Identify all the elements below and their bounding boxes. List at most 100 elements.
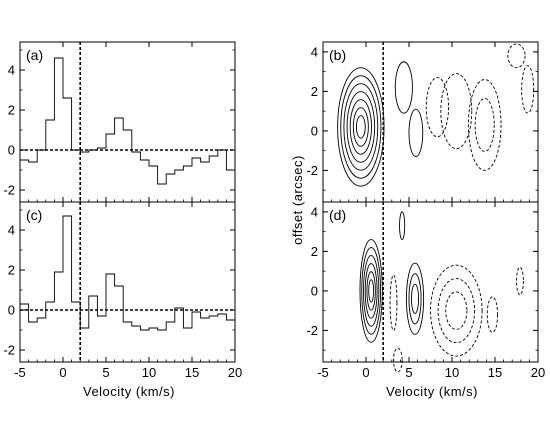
histogram-bin <box>158 310 167 330</box>
y-tick-label: 4 <box>311 204 318 219</box>
y-tick-label: 0 <box>8 303 15 318</box>
y-tick-label: -2 <box>306 163 318 178</box>
negative-contour <box>437 278 475 344</box>
histogram-bin <box>201 150 210 162</box>
panel-label: (b) <box>329 47 346 63</box>
histogram-bin <box>140 150 149 160</box>
histogram-bin <box>29 310 38 322</box>
histogram-bin <box>183 310 192 328</box>
x-tick-label: 0 <box>59 365 66 380</box>
x-tick-label: 20 <box>531 365 545 380</box>
panel-a: -2 0 2 4 (a) <box>3 41 236 203</box>
y-tick-label: 0 <box>311 283 318 298</box>
panel-label: (c) <box>26 207 42 223</box>
y-tick-label: 4 <box>311 44 318 59</box>
negative-contour <box>507 43 526 69</box>
histogram-bin <box>140 310 149 330</box>
y-tick-label: 0 <box>8 143 15 158</box>
negative-contour <box>393 347 403 373</box>
histogram-bin <box>80 310 89 328</box>
histogram-bin <box>72 302 81 310</box>
panel-label: (a) <box>26 47 43 63</box>
x-tick-label: 5 <box>405 365 412 380</box>
histogram-bin <box>63 216 72 310</box>
panel-c: -5 0 5 10 15 20 -2 0 2 4 (c) <box>3 201 242 380</box>
histogram-bin <box>46 120 55 150</box>
histogram-bin <box>123 130 132 150</box>
histogram-bin <box>149 150 158 166</box>
histogram-bin <box>209 310 218 316</box>
histogram-bin <box>29 150 38 162</box>
negative-contour <box>425 77 450 138</box>
x-tick-label: 15 <box>185 365 199 380</box>
x-tick-label: 20 <box>228 365 242 380</box>
positive-contour <box>343 83 379 171</box>
x-tick-label: 5 <box>102 365 109 380</box>
left-x-axis-label: Velocity (km/s) <box>83 384 175 399</box>
positive-contour <box>337 67 385 187</box>
positive-contour <box>361 247 382 335</box>
positive-contour <box>352 107 369 147</box>
negative-contour <box>430 264 483 357</box>
histogram-bin <box>115 286 124 310</box>
y-tick-label: -2 <box>306 323 318 338</box>
x-tick-label: 0 <box>362 365 369 380</box>
histogram-bin <box>192 150 201 158</box>
y-tick-label: 2 <box>8 263 15 278</box>
x-tick-label: 15 <box>488 365 502 380</box>
histogram-bin <box>89 296 98 310</box>
histogram-bin <box>149 310 158 328</box>
positive-contour <box>355 115 366 139</box>
positive-contour <box>411 283 420 314</box>
positive-contour <box>366 271 376 311</box>
histogram-bin <box>54 58 63 150</box>
panel-d: -5 0 5 10 15 20 -2 0 2 4 (d) <box>306 201 545 380</box>
positive-contour <box>405 262 425 335</box>
histogram-bin <box>46 302 55 310</box>
positive-contour <box>364 263 378 319</box>
positive-contour <box>368 279 375 303</box>
histogram-bin <box>175 150 184 170</box>
plot-frame <box>322 201 539 363</box>
histogram-bin <box>226 150 235 170</box>
negative-contour <box>486 296 499 333</box>
y-tick-label: -2 <box>3 183 15 198</box>
histogram-bin <box>166 310 175 322</box>
negative-contour <box>516 266 524 296</box>
y-tick-label: 0 <box>311 123 318 138</box>
histogram-bin <box>106 134 115 150</box>
negative-contour <box>521 65 535 114</box>
negative-contour <box>467 79 502 171</box>
negative-contour <box>440 73 473 150</box>
x-tick-label: 10 <box>142 365 156 380</box>
histogram-bin <box>37 310 46 318</box>
positive-contour <box>408 108 424 158</box>
histogram-bin <box>106 274 115 310</box>
negative-contour <box>474 98 495 152</box>
negative-contour <box>389 274 398 331</box>
y-tick-label: 4 <box>8 223 15 238</box>
histogram-bin <box>226 310 235 320</box>
negative-contour <box>445 291 468 330</box>
positive-contour <box>346 91 376 163</box>
panel-label: (d) <box>329 207 346 223</box>
positive-contour <box>340 75 382 179</box>
right-x-axis-label: Velocity (km/s) <box>386 384 478 399</box>
right-y-axis-label: offset (arcsec) <box>290 155 305 245</box>
y-tick-label: -2 <box>3 343 15 358</box>
spectrum-histogram <box>20 57 235 185</box>
histogram-bin <box>54 272 63 310</box>
panel-b: -2 0 2 4 (b) <box>306 41 539 203</box>
histogram-bin <box>97 310 106 316</box>
positive-contour <box>408 273 422 325</box>
positive-contour <box>363 255 380 327</box>
plot-frame <box>19 41 236 203</box>
histogram-bin <box>183 150 192 166</box>
y-tick-label: 2 <box>311 84 318 99</box>
histogram-bin <box>201 310 210 318</box>
histogram-bin <box>158 150 167 184</box>
histogram-bin <box>123 310 132 322</box>
y-tick-label: 4 <box>8 63 15 78</box>
histogram-bin <box>209 150 218 156</box>
